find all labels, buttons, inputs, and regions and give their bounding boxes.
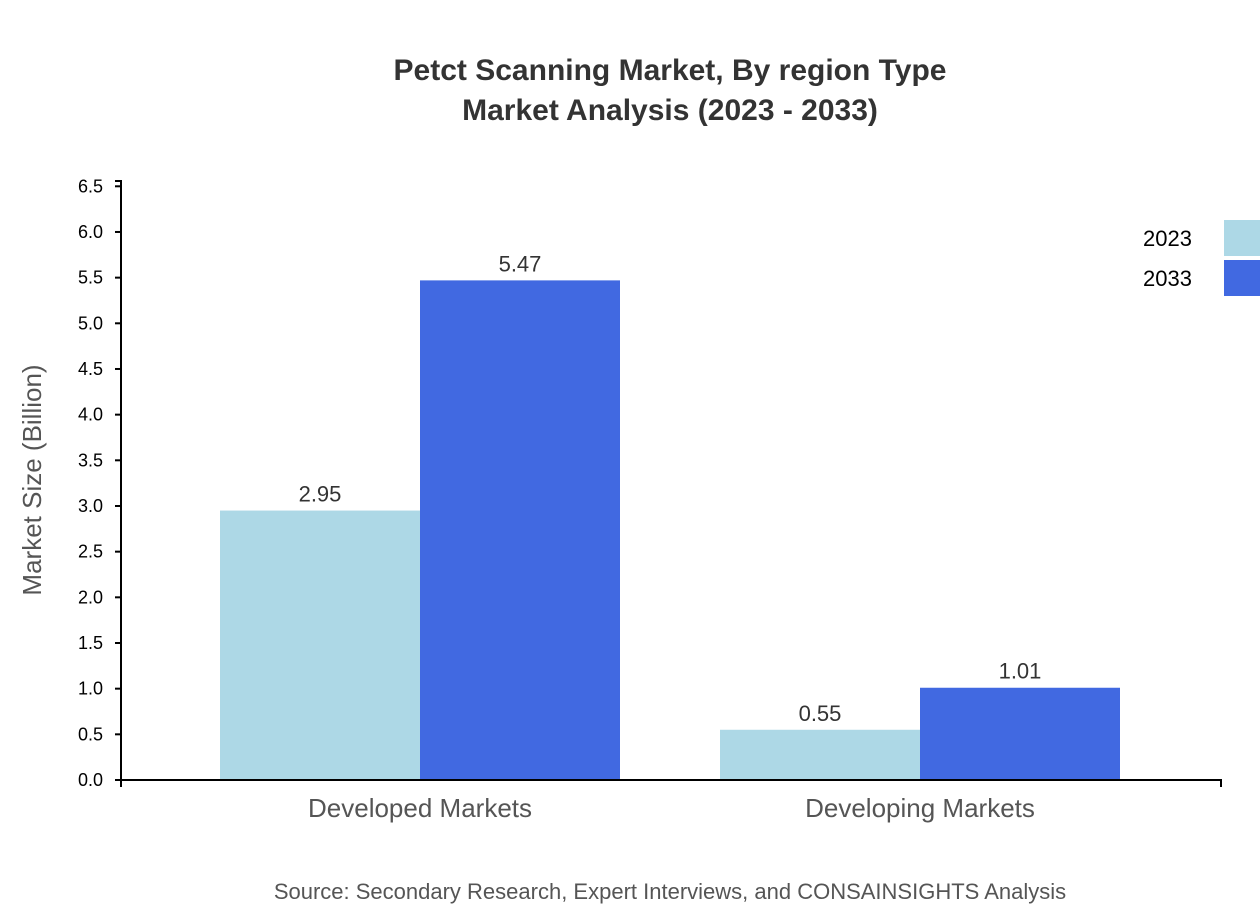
bar-2033-0 xyxy=(420,280,620,780)
bar-2033-1 xyxy=(920,687,1120,780)
y-axis-label: Market Size (Billion) xyxy=(17,364,47,595)
legend-label: 2033 xyxy=(1143,266,1192,291)
y-axis: 0.0 0.5 1.0 1.5 2.0 2.5 3.0 3.5 4.0 4.5 5.0 5.5 6.0 6… xyxy=(78,176,122,790)
y-tick-label: 2.0 xyxy=(78,587,103,607)
legend-swatch-2033 xyxy=(1224,260,1260,296)
y-tick-label: 5.0 xyxy=(78,313,103,333)
y-tick-label: 1.0 xyxy=(78,679,103,699)
legend-swatch-2023 xyxy=(1224,220,1260,256)
y-tick-label: 4.0 xyxy=(78,405,103,425)
chart-title-line-1: Petct Scanning Market, By region Type xyxy=(394,54,947,87)
source-note: Source: Secondary Research, Expert Inter… xyxy=(274,879,1066,904)
y-tick-label: 1.5 xyxy=(78,633,103,653)
y-tick-label: 0.0 xyxy=(78,770,103,790)
y-tick-label: 6.0 xyxy=(78,222,103,242)
y-tick-label: 3.5 xyxy=(78,450,103,470)
legend-label: 2023 xyxy=(1143,226,1192,251)
x-category-label: Developing Markets xyxy=(805,793,1035,823)
data-label: 5.47 xyxy=(499,251,542,276)
y-tick-label: 4.5 xyxy=(78,359,103,379)
legend: 2023 2033 xyxy=(1143,220,1260,296)
y-axis-line xyxy=(115,180,122,781)
data-label: 1.01 xyxy=(999,659,1042,684)
y-tick-label: 2.5 xyxy=(78,542,103,562)
bar-2023-1 xyxy=(720,729,920,780)
y-tick-label: 6.5 xyxy=(78,176,103,196)
chart-title-line-2: Market Analysis (2023 - 2033) xyxy=(462,94,878,127)
data-label: 0.55 xyxy=(799,701,842,726)
x-axis: Developed Markets Developing Markets xyxy=(120,779,1222,823)
y-tick-label: 5.5 xyxy=(78,268,103,288)
y-tick-label: 3.0 xyxy=(78,496,103,516)
y-tick-label: 0.5 xyxy=(78,724,103,744)
x-axis-line xyxy=(120,779,1222,787)
x-category-label: Developed Markets xyxy=(308,793,532,823)
bar-2023-0 xyxy=(220,510,420,780)
data-label: 2.95 xyxy=(299,482,342,507)
bars: 2.95 5.47 0.55 1.01 xyxy=(220,251,1120,780)
